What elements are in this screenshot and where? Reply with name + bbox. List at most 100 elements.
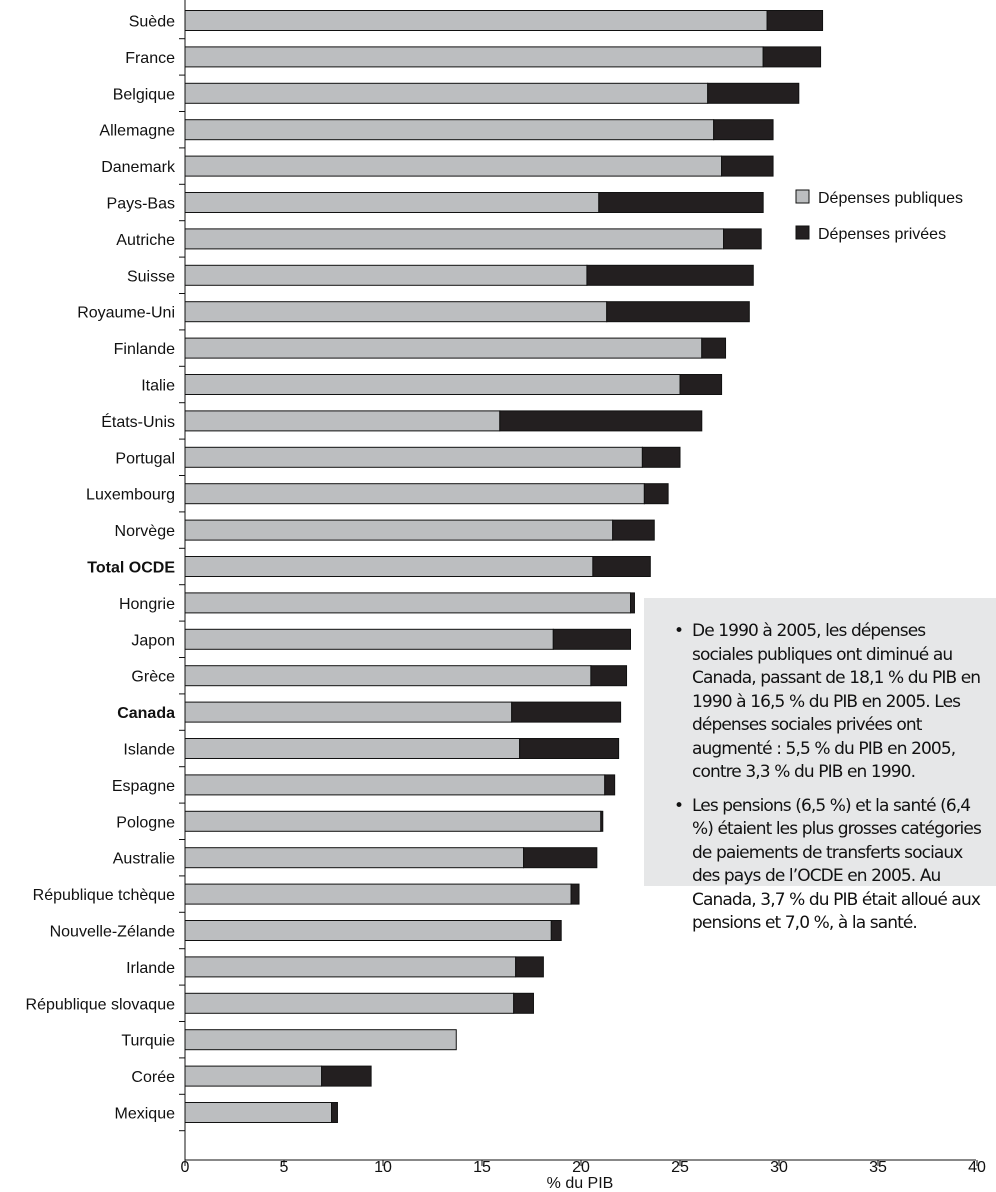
category-label-pays-bas: Pays-Bas <box>107 196 175 213</box>
bar-private-irlande <box>515 956 544 978</box>
bar-public-canada <box>184 701 513 723</box>
bar-public-belgique <box>184 82 709 104</box>
bar-private-total-ocde <box>592 556 651 577</box>
category-label-turquie: Turquie <box>121 1033 175 1050</box>
bar-public-luxembourg <box>184 483 645 505</box>
category-label-luxembourg: Luxembourg <box>86 487 175 504</box>
bar-private-australie <box>523 847 598 869</box>
bar-public-irlande <box>184 956 517 978</box>
category-label-pologne: Pologne <box>116 814 175 831</box>
category-label-allemagne: Allemagne <box>99 123 175 140</box>
bar-public-mexique <box>184 1102 333 1123</box>
bar-public-turquie <box>184 1029 457 1051</box>
bar-public-danemark <box>184 155 723 177</box>
x-tick-label-5: 5 <box>280 1159 289 1176</box>
x-tick-label-35: 35 <box>869 1159 887 1176</box>
bar-private-suede <box>766 10 824 31</box>
bar-private-pays-bas <box>598 192 764 213</box>
bar-public-allemagne <box>184 119 715 141</box>
bar-public-islande <box>184 738 521 759</box>
bar-private-belgique <box>707 82 800 104</box>
bar-public-etats-unis <box>184 410 501 432</box>
note-box: De 1990 à 2005, les dépenses sociales pu… <box>644 598 996 933</box>
category-label-finlande: Finlande <box>114 341 175 358</box>
category-label-norvege: Norvège <box>115 523 176 540</box>
category-label-republique-tcheque: République tchèque <box>33 887 175 904</box>
bar-private-portugal <box>641 446 681 468</box>
bar-public-italie <box>184 374 681 395</box>
bar-private-coree <box>321 1065 372 1087</box>
category-label-etats-unis: États-Unis <box>101 412 175 431</box>
category-label-nouvelle-zelande: Nouvelle-Zélande <box>50 924 176 941</box>
bar-private-canada <box>511 701 622 723</box>
category-label-france: France <box>125 50 175 67</box>
bar-public-finlande <box>184 337 703 359</box>
bar-public-republique-slovaque <box>184 992 515 1014</box>
bar-public-total-ocde <box>184 556 594 577</box>
note-bullet-1: De 1990 à 2005, les dépenses sociales pu… <box>674 620 984 785</box>
bar-private-suisse <box>586 264 754 286</box>
category-label-danemark: Danemark <box>101 159 176 176</box>
bar-private-nouvelle-zelande <box>550 920 562 941</box>
x-tick-label-20: 20 <box>572 1159 590 1176</box>
category-label-portugal: Portugal <box>115 450 175 467</box>
bar-private-norvege <box>612 519 655 541</box>
category-label-canada: Canada <box>117 705 175 722</box>
bar-private-republique-tcheque <box>570 883 580 905</box>
legend-swatch-private <box>795 225 810 240</box>
bar-private-hongrie <box>630 592 635 614</box>
bars-layer <box>184 10 824 1123</box>
x-tick-label-25: 25 <box>671 1159 689 1176</box>
category-label-japon: Japon <box>131 632 175 649</box>
note-bullet-2: Les pensions (6,5 %) et la santé (6,4 %)… <box>674 795 984 936</box>
bar-public-suede <box>184 10 768 31</box>
x-axis: 0 5 10 15 20 25 30 35 40 <box>179 0 986 1176</box>
x-tick-label-10: 10 <box>374 1159 392 1176</box>
bar-private-france <box>762 46 822 68</box>
legend: Dépenses publiques Dépenses privées <box>795 189 963 243</box>
category-label-coree: Corée <box>131 1069 175 1086</box>
bar-private-espagne <box>604 774 616 796</box>
bar-public-coree <box>184 1065 323 1087</box>
bar-private-islande <box>519 738 620 759</box>
bar-private-luxembourg <box>643 483 669 505</box>
category-label-republique-slovaque: République slovaque <box>26 996 176 1013</box>
x-tick-label-15: 15 <box>473 1159 491 1176</box>
bar-private-mexique <box>331 1102 338 1123</box>
category-label-belgique: Belgique <box>113 86 175 103</box>
x-axis-title: % du PIB <box>547 1175 614 1192</box>
bar-private-republique-slovaque <box>513 992 534 1014</box>
bar-private-grece <box>590 665 628 687</box>
category-label-islande: Islande <box>123 742 175 759</box>
category-label-royaume-uni: Royaume-Uni <box>77 305 175 322</box>
bar-private-etats-unis <box>499 410 703 432</box>
bar-public-grece <box>184 665 592 687</box>
bar-public-hongrie <box>184 592 631 614</box>
bar-private-royaume-uni <box>606 301 750 323</box>
bar-public-france <box>184 46 764 68</box>
category-label-total-ocde: Total OCDE <box>87 560 175 577</box>
bar-private-allemagne <box>713 119 774 141</box>
bar-public-suisse <box>184 264 588 286</box>
bar-private-italie <box>679 374 723 395</box>
bar-private-finlande <box>701 337 727 359</box>
bar-public-espagne <box>184 774 606 796</box>
bar-public-pologne <box>184 810 602 832</box>
bar-public-nouvelle-zelande <box>184 920 552 941</box>
category-label-suisse: Suisse <box>127 268 175 285</box>
category-label-italie: Italie <box>141 378 175 395</box>
x-tick-label-30: 30 <box>770 1159 788 1176</box>
category-label-suede: Suède <box>129 14 175 31</box>
category-label-grece: Grèce <box>131 669 175 686</box>
category-label-espagne: Espagne <box>112 778 175 795</box>
bar-public-autriche <box>184 228 725 250</box>
bar-public-norvege <box>184 519 614 541</box>
bar-public-royaume-uni <box>184 301 608 323</box>
x-tick-label-0: 0 <box>181 1159 190 1176</box>
x-tick-label-40: 40 <box>968 1159 986 1176</box>
bar-private-autriche <box>723 228 762 250</box>
note-list: De 1990 à 2005, les dépenses sociales pu… <box>674 620 984 936</box>
bar-public-japon <box>184 628 554 650</box>
category-labels: Suède France Belgique Allemagne Danemark Pays… <box>26 14 176 1123</box>
